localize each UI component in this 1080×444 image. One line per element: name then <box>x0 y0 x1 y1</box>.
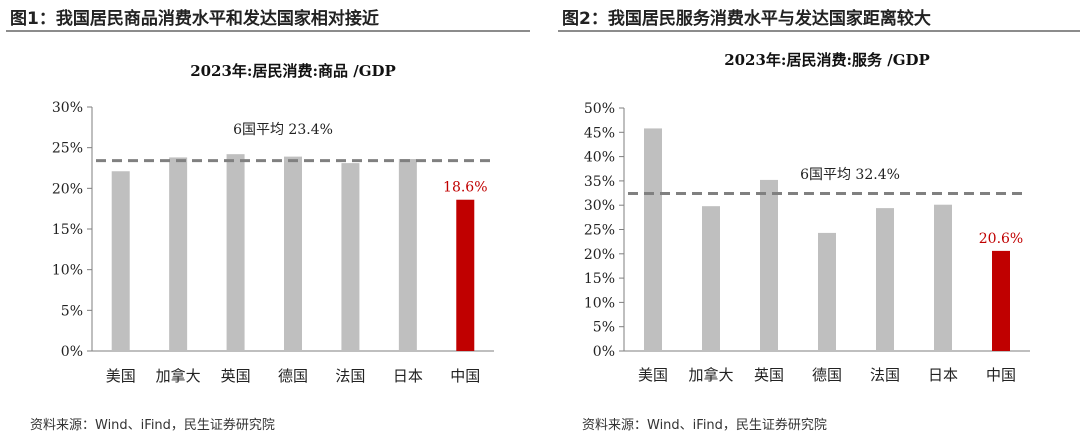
y-tick-label: 20% <box>584 247 615 263</box>
bar <box>456 199 475 351</box>
bar <box>398 159 417 351</box>
bar <box>111 171 130 351</box>
y-tick-label: 10% <box>584 295 615 311</box>
bar <box>226 154 245 351</box>
services-consumption-chart: 2023年:居民消费:服务 /GDP 0% 5% 10% 15% 20% 25% 30% 35%… <box>584 51 1030 384</box>
title-rule <box>558 30 1080 32</box>
title-rule <box>6 30 530 32</box>
y-tick-label: 5% <box>593 320 615 336</box>
y-tick-label: 30% <box>52 100 83 116</box>
y-tick-label: 10% <box>52 263 83 279</box>
category-label: 日本 <box>393 367 423 385</box>
figure-title: 图2：我国居民服务消费水平与发达国家距离较大 <box>562 9 931 29</box>
category-label: 法国 <box>335 367 365 385</box>
category-label: 法国 <box>870 366 900 384</box>
y-tick-label: 50% <box>584 101 615 117</box>
chart-title: 2023年:居民消费:服务 /GDP <box>724 51 930 69</box>
category-label: 英国 <box>754 366 784 384</box>
y-tick-label: 40% <box>584 150 615 166</box>
chart-title: 2023年:居民消费:商品 /GDP <box>190 62 396 80</box>
category-label: 加拿大 <box>156 367 201 385</box>
figure-title: 图1：我国居民商品消费水平和发达国家相对接近 <box>10 9 379 29</box>
data-label: 20.6% <box>979 231 1023 247</box>
average-label: 6国平均 32.4% <box>800 167 900 183</box>
bar <box>760 179 778 351</box>
goods-consumption-chart: 2023年:居民消费:商品 /GDP 0% 5% 10% 15% 20% 25% 30% 美国 加… <box>52 62 494 385</box>
bar <box>284 156 302 351</box>
category-label: 日本 <box>928 366 958 384</box>
source-note: 资料来源：Wind、iFind，民生证券研究院 <box>30 418 275 433</box>
bar <box>992 250 1010 351</box>
category-label: 中国 <box>450 367 480 385</box>
average-label: 6国平均 23.4% <box>233 122 333 138</box>
category-label: 中国 <box>986 366 1016 384</box>
bar <box>702 206 720 351</box>
category-label: 美国 <box>638 366 668 384</box>
y-tick-label: 0% <box>593 344 615 360</box>
bar <box>876 208 894 351</box>
y-tick-label: 45% <box>584 125 615 141</box>
y-tick-label: 0% <box>61 344 83 360</box>
figure-panel-services: 图2：我国居民服务消费水平与发达国家距离较大 2023年:居民消费:服务 /GD… <box>552 0 1080 444</box>
bar <box>818 232 836 351</box>
y-tick-label: 20% <box>52 181 83 197</box>
bar <box>934 204 952 351</box>
category-label: 美国 <box>106 367 136 385</box>
y-tick-label: 25% <box>52 141 83 157</box>
category-label: 英国 <box>221 367 251 385</box>
category-label: 德国 <box>812 366 842 384</box>
y-tick-label: 35% <box>584 174 615 190</box>
bar <box>341 163 360 351</box>
category-label: 加拿大 <box>688 366 733 384</box>
figure-panel-goods: 图1：我国居民商品消费水平和发达国家相对接近 2023年:居民消费:商品 /GD… <box>0 0 530 444</box>
source-note: 资料来源：Wind、iFind，民生证券研究院 <box>582 418 827 433</box>
y-tick-label: 15% <box>52 222 83 238</box>
bar <box>644 128 662 351</box>
bar <box>169 157 188 351</box>
y-tick-label: 25% <box>584 223 615 239</box>
data-label: 18.6% <box>443 180 487 196</box>
y-tick-label: 30% <box>584 198 615 214</box>
category-label: 德国 <box>278 367 308 385</box>
y-tick-label: 5% <box>61 303 83 319</box>
y-tick-label: 15% <box>584 271 615 287</box>
